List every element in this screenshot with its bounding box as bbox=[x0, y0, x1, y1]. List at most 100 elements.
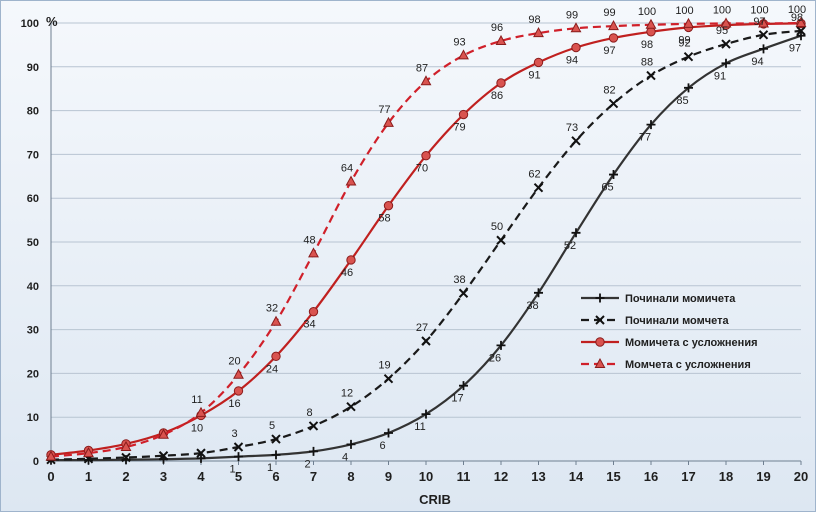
x-tick-label: 8 bbox=[347, 469, 354, 484]
data-label: 64 bbox=[341, 163, 353, 175]
series-line-0 bbox=[50, 34, 802, 462]
data-label: 6 bbox=[379, 440, 385, 452]
legend-marker-2 bbox=[595, 337, 605, 347]
data-label: 50 bbox=[491, 221, 503, 233]
series-3-point bbox=[120, 440, 132, 451]
series-0-point bbox=[421, 409, 431, 419]
x-tick-label: 20 bbox=[794, 469, 808, 484]
data-label: 100 bbox=[750, 4, 768, 16]
series-0-point bbox=[346, 439, 356, 449]
data-label: 1 bbox=[267, 462, 273, 474]
series-0-point bbox=[234, 452, 243, 462]
x-tick-label: 7 bbox=[310, 469, 317, 484]
series-0-point bbox=[721, 58, 731, 68]
series-3-point bbox=[83, 447, 94, 458]
data-label: 96 bbox=[491, 22, 503, 34]
x-tick-label: 15 bbox=[606, 469, 620, 484]
data-label: 94 bbox=[751, 56, 763, 68]
series-1-point bbox=[196, 448, 206, 458]
x-tick-label: 0 bbox=[47, 469, 54, 484]
y-tick-label: 100 bbox=[21, 18, 39, 30]
x-tick-label: 19 bbox=[756, 469, 770, 484]
series-3-point bbox=[570, 22, 582, 33]
data-label: 91 bbox=[714, 70, 726, 82]
data-label: 5 bbox=[269, 420, 275, 432]
series-3-point bbox=[720, 17, 732, 28]
series-0-point bbox=[796, 31, 806, 41]
data-label: 38 bbox=[453, 274, 465, 286]
series-3-point bbox=[420, 75, 432, 86]
data-label: 19 bbox=[378, 360, 390, 372]
series-3-point bbox=[495, 34, 507, 45]
data-label: 11 bbox=[414, 421, 425, 433]
x-tick-label: 17 bbox=[681, 469, 695, 484]
series-0-point bbox=[646, 120, 656, 130]
series-0-point bbox=[309, 446, 318, 456]
data-label: 91 bbox=[528, 69, 540, 81]
data-label: 95 bbox=[716, 25, 728, 37]
data-label: 97 bbox=[789, 43, 801, 55]
series-1-point bbox=[158, 451, 169, 461]
data-label: 4 bbox=[342, 451, 348, 463]
data-label: 85 bbox=[676, 95, 688, 107]
y-tick-label: 30 bbox=[27, 325, 39, 337]
x-tick-label: 13 bbox=[531, 469, 545, 484]
series-0-point bbox=[459, 381, 468, 391]
x-tick-label: 12 bbox=[494, 469, 508, 484]
series-2-point bbox=[608, 33, 619, 43]
series-3-point bbox=[645, 18, 657, 29]
series-1-point bbox=[721, 39, 731, 49]
data-label: 52 bbox=[564, 240, 576, 252]
legend-label: Момичета с усложнения bbox=[625, 337, 758, 349]
series-line-3 bbox=[50, 21, 802, 458]
legend: Починали момичета Починали момчета Момичет… bbox=[581, 293, 758, 371]
legend-label: Починали момчета bbox=[625, 315, 730, 327]
data-label: 100 bbox=[713, 4, 731, 16]
series-2-point bbox=[346, 255, 356, 265]
series-0-point bbox=[534, 288, 543, 298]
data-label: 32 bbox=[266, 303, 278, 315]
y-tick-label: 80 bbox=[27, 106, 39, 118]
y-tick-label: 90 bbox=[27, 62, 39, 74]
data-label: 38 bbox=[526, 300, 538, 312]
data-label: 73 bbox=[566, 122, 578, 134]
x-tick-label: 14 bbox=[569, 469, 584, 484]
x-tick-label: 16 bbox=[644, 469, 658, 484]
series-3-point bbox=[608, 20, 619, 31]
series-3-point bbox=[45, 450, 57, 461]
y-tick-label: 0 bbox=[33, 456, 39, 468]
series-1-point bbox=[496, 235, 506, 245]
series-1-point bbox=[608, 98, 619, 109]
data-label: 46 bbox=[341, 267, 353, 279]
data-label: 82 bbox=[603, 85, 615, 97]
data-label: 79 bbox=[453, 122, 465, 134]
data-label: 99 bbox=[678, 34, 690, 46]
series-3-point bbox=[270, 315, 282, 326]
data-label: 77 bbox=[378, 104, 390, 116]
series-3-point bbox=[533, 27, 544, 38]
data-label: 34 bbox=[303, 319, 315, 331]
data-label: 98 bbox=[791, 12, 803, 24]
series-1-point bbox=[383, 373, 394, 384]
series-3-point bbox=[383, 116, 394, 127]
series-2-point bbox=[646, 27, 656, 37]
x-tick-label: 1 bbox=[85, 469, 92, 484]
data-label: 48 bbox=[303, 234, 315, 246]
series-0-point bbox=[759, 44, 768, 54]
series-1-point bbox=[683, 52, 694, 62]
data-label: 62 bbox=[528, 169, 540, 181]
data-label: 97 bbox=[603, 45, 615, 57]
data-label: 10 bbox=[191, 422, 203, 434]
legend-marker-1 bbox=[595, 315, 605, 325]
legend-label: Момчета с усложнения bbox=[625, 359, 751, 371]
series-3-point bbox=[345, 175, 357, 186]
series-1-point bbox=[421, 336, 431, 346]
series-2-point bbox=[458, 109, 469, 120]
series-1-point bbox=[533, 182, 544, 193]
data-label: 1 bbox=[229, 464, 235, 476]
x-tick-label: 3 bbox=[160, 469, 167, 484]
y-tick-label: 40 bbox=[27, 281, 39, 293]
series-3-point bbox=[308, 247, 319, 258]
x-tick-label: 5 bbox=[235, 469, 242, 484]
legend-marker-0 bbox=[595, 293, 605, 303]
